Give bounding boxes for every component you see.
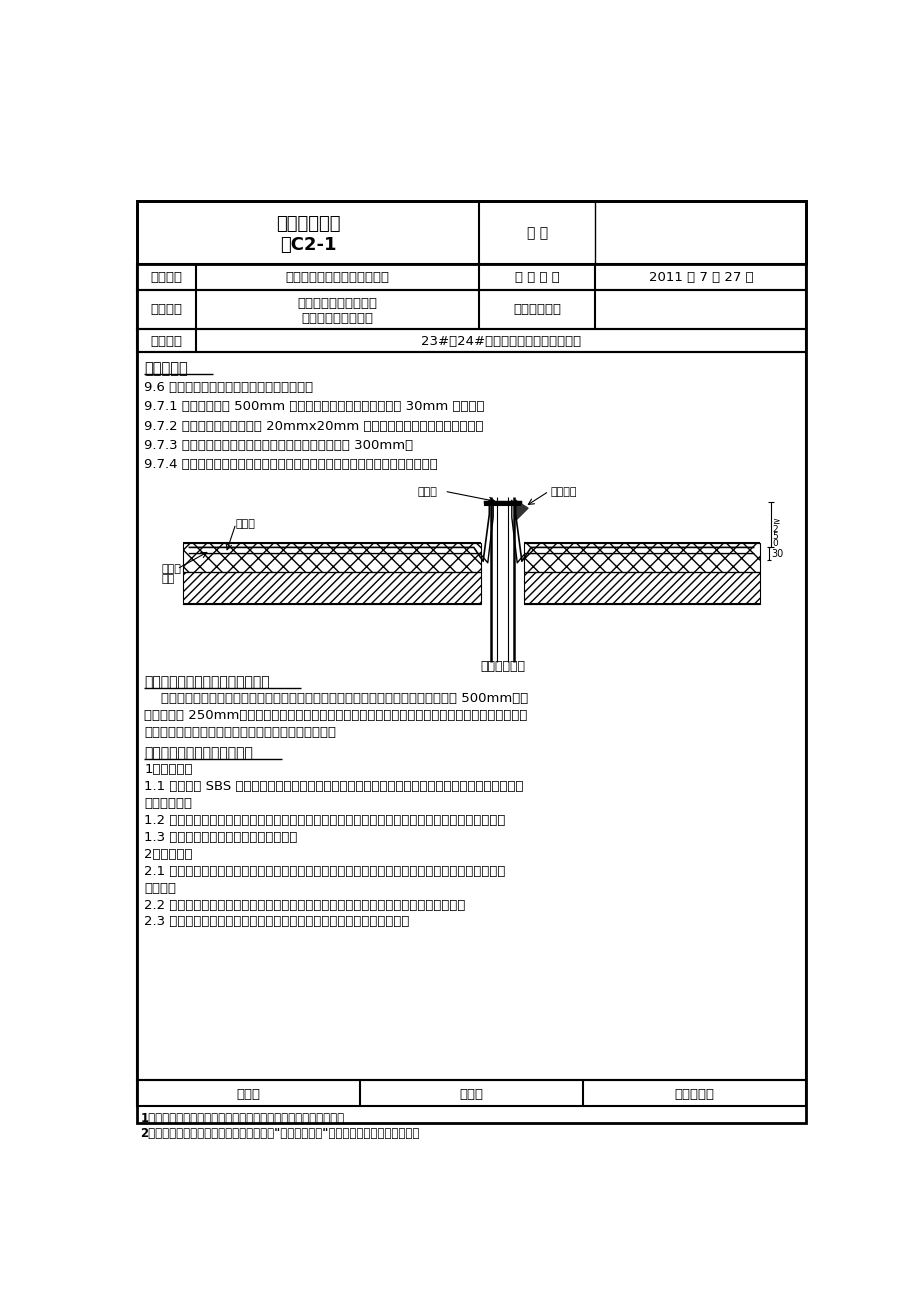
Text: 30: 30 bbox=[771, 549, 783, 559]
Text: 23#、24#屋面卷材防水施工技术交底: 23#、24#屋面卷材防水施工技术交底 bbox=[420, 335, 581, 348]
Text: 施工单位: 施工单位 bbox=[150, 303, 182, 316]
Text: 2.2 卷材防水层的搭接缝粘接牢固，密封严密，不得有损伤、皱折、翘边和鼓泡等缺陷。: 2.2 卷材防水层的搭接缝粘接牢固，密封严密，不得有损伤、皱折、翘边和鼓泡等缺陷… bbox=[144, 898, 465, 911]
Text: 五、关键工序及特殊工序控制措施: 五、关键工序及特殊工序控制措施 bbox=[144, 676, 270, 689]
Text: 1.1 改性沥青 SBS 防水卷材和胶粘剂的规格、性能、配合比必须符合规范要求，有合格的出厂证明、: 1.1 改性沥青 SBS 防水卷材和胶粘剂的规格、性能、配合比必须符合规范要求，… bbox=[144, 780, 524, 793]
Text: 附加层: 附加层 bbox=[235, 519, 255, 529]
Text: 伸出屋面管道: 伸出屋面管道 bbox=[480, 660, 525, 673]
Text: 5: 5 bbox=[771, 531, 777, 540]
Text: 2、当做分项工程施工技术交底时，应填写"分项工程名称"栏，其他技术交底可不填写。: 2、当做分项工程施工技术交底时，应填写"分项工程名称"栏，其他技术交底可不填写。 bbox=[141, 1128, 419, 1141]
Text: 技术交底记录: 技术交底记录 bbox=[276, 215, 340, 233]
Text: ≥: ≥ bbox=[771, 517, 779, 526]
Text: 9.6 伸出屋面管道的防水构造符合下列要求：: 9.6 伸出屋面管道的防水构造符合下列要求： bbox=[144, 381, 313, 395]
Text: 侧损坏的地方，还需在防水外面加第三层附加保护层。: 侧损坏的地方，还需在防水外面加第三层附加保护层。 bbox=[144, 727, 336, 740]
Text: 9.7.3 管道根部四周增设附加层，宽度和高度均不小于 300mm。: 9.7.3 管道根部四周增设附加层，宽度和高度均不小于 300mm。 bbox=[144, 439, 414, 452]
Bar bbox=[183, 572, 481, 604]
Text: 1、主控项目: 1、主控项目 bbox=[144, 763, 193, 776]
Bar bbox=[524, 572, 759, 604]
Text: 中铁建设集团有限公司: 中铁建设集团有限公司 bbox=[297, 297, 377, 310]
Text: 交底提要: 交底提要 bbox=[150, 335, 182, 348]
Text: 金属箍: 金属箍 bbox=[417, 487, 437, 497]
Text: 分项工程名称: 分项工程名称 bbox=[513, 303, 561, 316]
Text: 工程名称: 工程名称 bbox=[150, 271, 182, 284]
Text: 审核人: 审核人 bbox=[236, 1088, 260, 1101]
Text: 附加层施工：所有的阴阳角、套管管根、预埋件处必须有附加层。附加层宽度不小于 500mm，两: 附加层施工：所有的阴阳角、套管管根、预埋件处必须有附加层。附加层宽度不小于 50… bbox=[144, 693, 528, 706]
Text: 0: 0 bbox=[771, 539, 777, 548]
Text: 2011 年 7 月 27 日: 2011 年 7 月 27 日 bbox=[648, 271, 753, 284]
Text: 六、卷材防水层施工质量标准: 六、卷材防水层施工质量标准 bbox=[144, 746, 253, 760]
Bar bbox=[137, 328, 805, 352]
Bar bbox=[137, 1081, 805, 1107]
Text: 9.7.1 管道根部直径 500mm 范围内，找平层抹出高度不小于 30mm 的圆台。: 9.7.1 管道根部直径 500mm 范围内，找平层抹出高度不小于 30mm 的… bbox=[144, 400, 484, 413]
Text: 编 号: 编 号 bbox=[527, 227, 548, 241]
Bar bbox=[183, 543, 481, 572]
Text: 或钝角。: 或钝角。 bbox=[144, 881, 176, 894]
Bar bbox=[524, 543, 759, 572]
Text: 1.3 防水层严禁有破损和渗漏现象发生。: 1.3 防水层严禁有破损和渗漏现象发生。 bbox=[144, 831, 298, 844]
Text: 北京市丰台区黄土岗居住项目: 北京市丰台区黄土岗居住项目 bbox=[285, 271, 389, 284]
Text: 第二十八项目经理部: 第二十八项目经理部 bbox=[301, 311, 373, 324]
Text: 1、本表由施工单位填写，交底单位与接受交底单位各保存一份。: 1、本表由施工单位填写，交底单位与接受交底单位各保存一份。 bbox=[141, 1112, 345, 1125]
Text: 表C2-1: 表C2-1 bbox=[279, 237, 335, 254]
Text: 检验报告等。: 检验报告等。 bbox=[144, 797, 192, 810]
Bar bbox=[137, 290, 805, 328]
Bar bbox=[137, 264, 805, 290]
Bar bbox=[137, 352, 805, 1081]
Text: 2.3 卷材防水层的保护层与防水层粘结牢固，结合紧密，厚度均匀一致。: 2.3 卷材防水层的保护层与防水层粘结牢固，结合紧密，厚度均匀一致。 bbox=[144, 915, 409, 928]
Text: 2: 2 bbox=[771, 525, 777, 534]
Text: 边均匀搭接 250mm，在由三个面组成的阴角、底板外侧立在与平面交接处阴角、以及防水容易被从外: 边均匀搭接 250mm，在由三个面组成的阴角、底板外侧立在与平面交接处阴角、以及… bbox=[144, 710, 528, 723]
Text: 交底内容：: 交底内容： bbox=[144, 361, 188, 376]
Text: 交 底 日 期: 交 底 日 期 bbox=[515, 271, 559, 284]
Text: 密封材料: 密封材料 bbox=[550, 487, 576, 497]
Text: 交底人: 交底人 bbox=[459, 1088, 483, 1101]
Text: 卷材防: 卷材防 bbox=[162, 564, 181, 574]
Bar bbox=[137, 201, 805, 264]
Polygon shape bbox=[516, 500, 528, 521]
Text: 接受交底人: 接受交底人 bbox=[674, 1088, 714, 1101]
Text: 9.7.4 管道上的防水层收头处用金属箍紧固，并用密封材料封严。见下页详图：: 9.7.4 管道上的防水层收头处用金属箍紧固，并用密封材料封严。见下页详图： bbox=[144, 458, 437, 471]
Text: 1.2 卷材防水层及其转角处、落水口、烟风道、泛水等细部做法，必须符合设计要求和施工验收规范: 1.2 卷材防水层及其转角处、落水口、烟风道、泛水等细部做法，必须符合设计要求和… bbox=[144, 814, 505, 827]
Text: 9.7.2 管道周围与找平层预留 20mmx20mm 的凹槽，并用密封材料嵌填严密。: 9.7.2 管道周围与找平层预留 20mmx20mm 的凹槽，并用密封材料嵌填严… bbox=[144, 419, 483, 432]
Text: 2、一般项目: 2、一般项目 bbox=[144, 848, 193, 861]
Text: 水层: 水层 bbox=[162, 574, 175, 583]
Text: 2.1 卷材防水层的基层平整、基层洁净、平整，无空鼓、松动、起砂和脱皮现象；基层阴阳角成弧形: 2.1 卷材防水层的基层平整、基层洁净、平整，无空鼓、松动、起砂和脱皮现象；基层… bbox=[144, 865, 505, 878]
